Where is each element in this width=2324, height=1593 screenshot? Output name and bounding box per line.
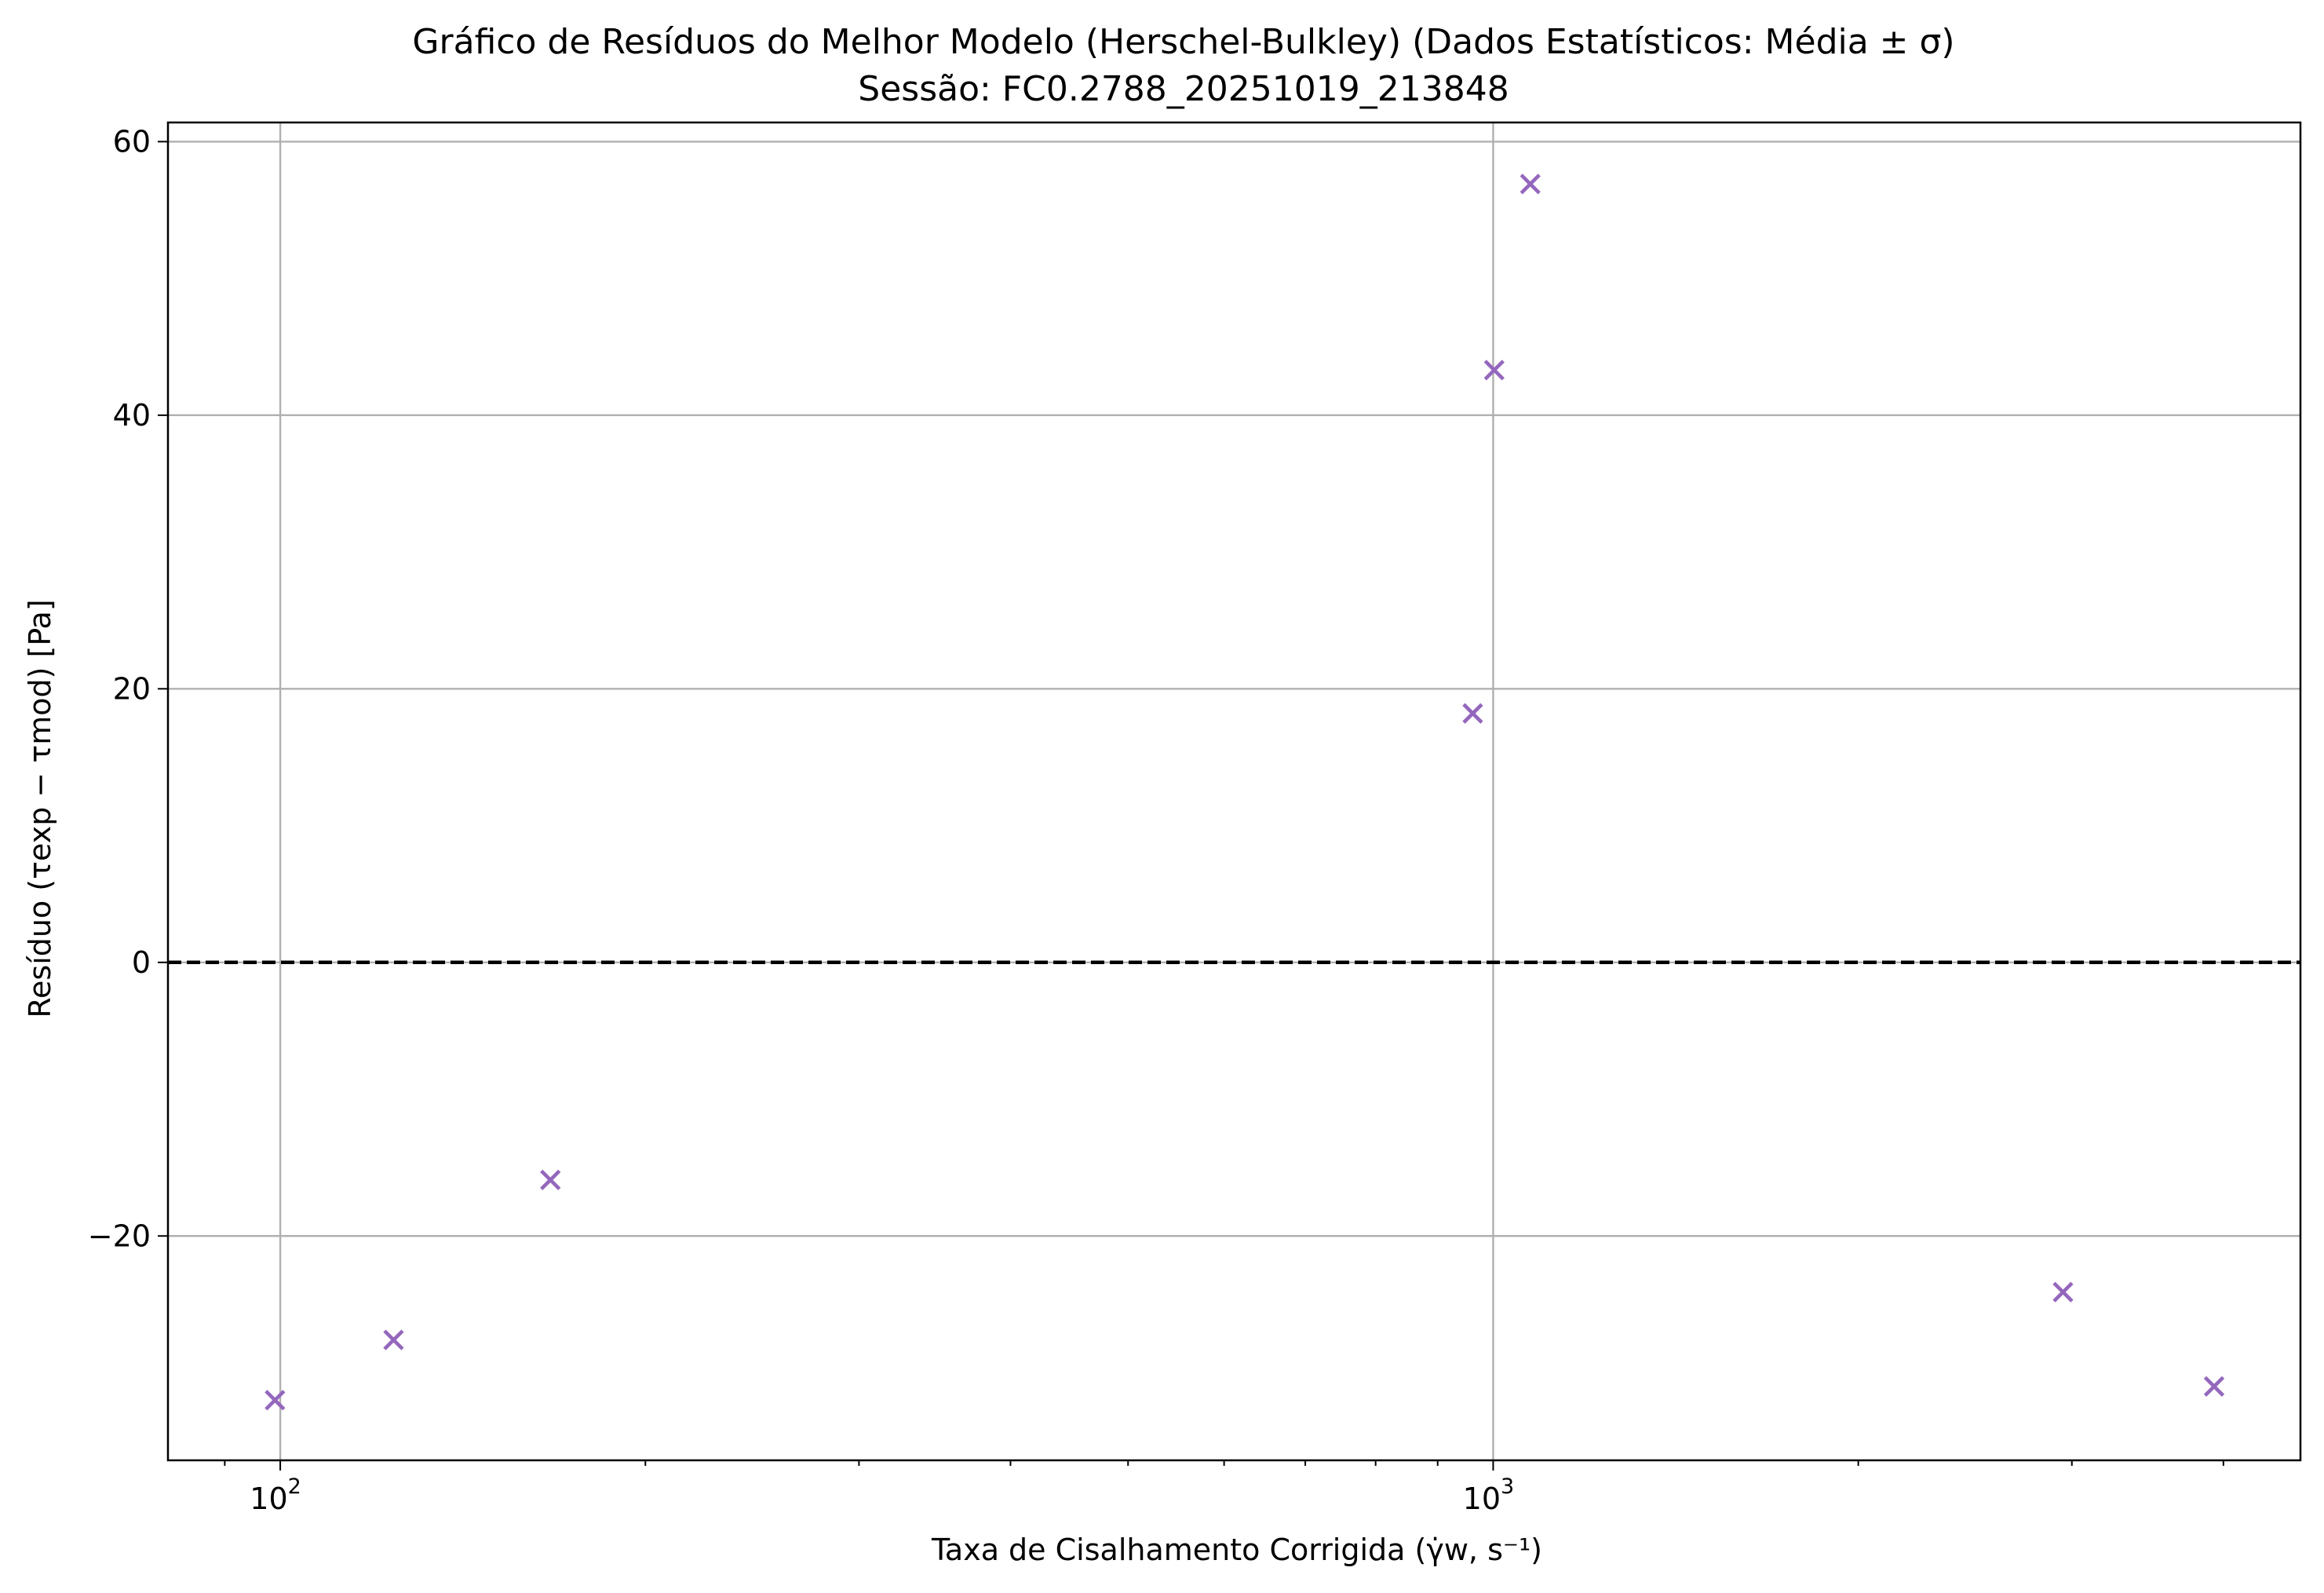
data-point-marker bbox=[383, 1329, 404, 1350]
x-axis-label: Taxa de Cisalhamento Corrigida (γ̇w, s⁻¹… bbox=[931, 1533, 1542, 1567]
data-point-marker bbox=[2203, 1376, 2225, 1398]
marker-stroke bbox=[540, 1169, 561, 1190]
data-point-marker bbox=[1520, 174, 1541, 195]
chart-title: Gráfico de Resíduos do Melhor Modelo (He… bbox=[412, 22, 1954, 62]
data-point-marker bbox=[1483, 360, 1505, 381]
y-tick-label: 40 bbox=[113, 398, 151, 433]
data-points bbox=[265, 174, 2225, 1411]
x-tick-label-base: 10 bbox=[250, 1482, 287, 1516]
y-tick-label: 60 bbox=[113, 124, 151, 159]
data-point-marker bbox=[265, 1390, 286, 1411]
y-tick-label: 20 bbox=[113, 671, 151, 706]
grid-lines bbox=[168, 122, 2300, 1460]
marker-stroke bbox=[2203, 1376, 2225, 1398]
marker-stroke bbox=[1483, 360, 1505, 381]
marker-stroke bbox=[2052, 1281, 2074, 1303]
plot-frame bbox=[166, 121, 2302, 1462]
data-point-marker bbox=[540, 1169, 561, 1190]
x-tick-label-exponent: 3 bbox=[1501, 1474, 1514, 1499]
x-tick-labels: 102 103 bbox=[250, 1474, 1514, 1516]
x-tick-label: 103 bbox=[1463, 1474, 1515, 1516]
chart-subtitle: Sessão: FC0.2788_20251019_213848 bbox=[858, 69, 1509, 109]
x-tick-label-exponent: 2 bbox=[288, 1474, 301, 1499]
y-tick-labels: −20 0 20 40 60 bbox=[88, 124, 151, 1253]
marker-stroke bbox=[1462, 703, 1483, 724]
marker-stroke bbox=[1520, 174, 1541, 195]
marker-stroke bbox=[265, 1390, 286, 1411]
axis-ticks bbox=[158, 141, 1494, 1471]
marker-stroke bbox=[383, 1329, 404, 1350]
data-point-marker bbox=[2052, 1281, 2074, 1303]
y-tick-label: 0 bbox=[132, 945, 151, 980]
x-tick-label-base: 10 bbox=[1463, 1482, 1501, 1516]
x-tick-label: 102 bbox=[250, 1474, 301, 1516]
y-tick-label: −20 bbox=[88, 1218, 151, 1253]
data-point-marker bbox=[1462, 703, 1483, 724]
y-axis-label: Resíduo (τexp − τmod) [Pa] bbox=[23, 599, 57, 1018]
